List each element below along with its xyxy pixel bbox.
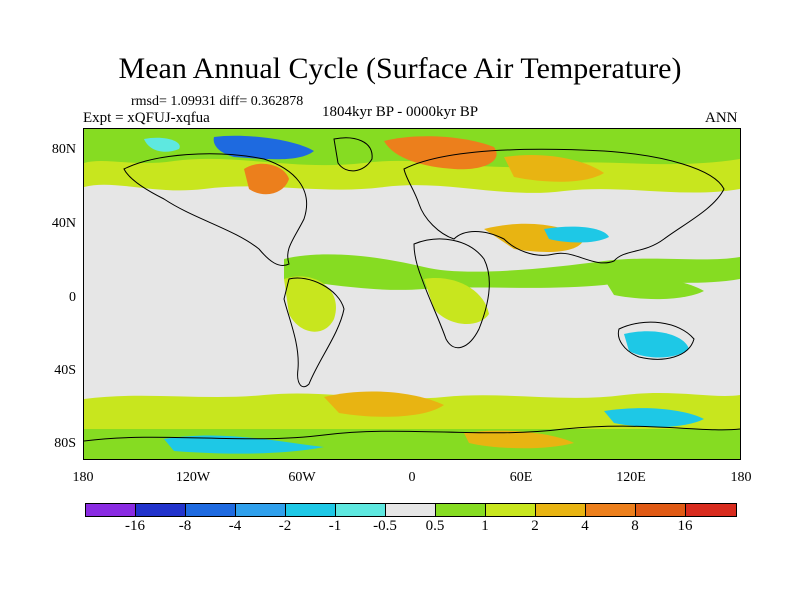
x-tick-120w: 120W: [175, 470, 211, 485]
colorbar: [85, 503, 737, 517]
eurasia-coast: [403, 148, 725, 264]
africa-warm: [424, 278, 489, 325]
colorbar-label: 2: [531, 518, 539, 534]
y-tick-40s: 40S: [54, 363, 76, 378]
x-tick-60w: 60W: [288, 470, 316, 485]
temperature-anomaly-map: [83, 128, 741, 460]
colorbar-label: 4: [581, 518, 589, 534]
colorbar-label: -2: [278, 518, 292, 534]
map-canvas: [84, 129, 740, 459]
australia-coast: [617, 321, 695, 360]
africa-coast: [413, 238, 490, 349]
y-tick-0: 0: [69, 290, 76, 305]
colorbar-label: -0.5: [373, 518, 397, 534]
colorbar-label: 1: [481, 518, 489, 534]
x-tick-0: 0: [408, 470, 416, 485]
coastlines: [84, 137, 740, 442]
colorbar-label: -16: [125, 518, 145, 534]
siberia-warm-patch: [384, 136, 497, 170]
y-tick-80s: 80S: [54, 436, 76, 451]
europe-warm-patch: [504, 154, 604, 182]
x-tick-180e: 180: [730, 470, 752, 485]
colorbar-swatch: [636, 504, 686, 516]
north-pacific-cool: [544, 226, 609, 243]
canada-cool-patch: [213, 135, 314, 160]
colorbar-label: 16: [677, 518, 693, 534]
north-america-coast: [123, 153, 308, 266]
colorbar-label: -4: [228, 518, 242, 534]
north-atlantic-cool: [144, 137, 180, 152]
south-america-coast: [283, 277, 345, 388]
colorbar-label: -1: [328, 518, 342, 534]
australia-cool: [624, 331, 689, 358]
x-tick-60e: 60E: [509, 470, 533, 485]
antarctica-coast: [84, 425, 740, 442]
colorbar-swatch: [286, 504, 336, 516]
colorbar-swatch: [686, 504, 736, 516]
rmsd-diff-stats: rmsd= 1.09931 diff= 0.362878: [131, 94, 304, 109]
greenland-coast: [333, 137, 373, 172]
x-tick-180w: 180: [72, 470, 94, 485]
maritime-green: [604, 277, 704, 300]
southern-ocean-warm: [324, 391, 444, 417]
y-tick-80n: 80N: [51, 142, 76, 157]
north-canada-warm: [244, 163, 289, 195]
antarctica-cool: [164, 435, 324, 454]
colorbar-swatch: [186, 504, 236, 516]
southern-ocean-cool: [604, 408, 704, 428]
colorbar-swatch: [586, 504, 636, 516]
map-title: Mean Annual Cycle (Surface Air Temperatu…: [118, 52, 682, 85]
colorbar-swatch: [236, 504, 286, 516]
colorbar-swatch: [486, 504, 536, 516]
x-tick-120e: 120E: [616, 470, 646, 485]
colorbar-label: 0.5: [425, 518, 445, 534]
colorbar-swatch: [136, 504, 186, 516]
antarctica-warm: [464, 430, 574, 449]
colorbar-swatch: [536, 504, 586, 516]
experiment-label: Expt = xQFUJ-xqfua: [83, 110, 210, 126]
colorbar-swatch: [386, 504, 436, 516]
colorbar-label: 8: [631, 518, 639, 534]
south-america-warm: [284, 276, 336, 332]
period-label: 1804kyr BP - 0000kyr BP: [322, 104, 479, 120]
colorbar-label: -8: [178, 518, 192, 534]
season-label: ANN: [705, 110, 738, 126]
colorbar-swatch: [86, 504, 136, 516]
colorbar-swatch: [336, 504, 386, 516]
y-tick-40n: 40N: [51, 216, 76, 231]
colorbar-swatch: [436, 504, 486, 516]
